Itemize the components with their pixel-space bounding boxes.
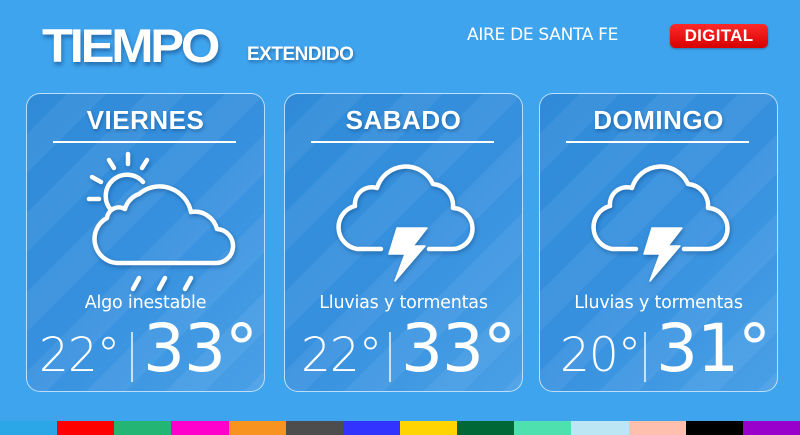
color-stripe-segment [342,421,400,435]
color-stripe-segment [685,421,743,435]
temp-max: 31° [656,310,771,387]
color-stripe-segment [114,421,172,435]
color-stripe-segment [399,421,458,435]
divider [566,141,749,143]
temp-separator [644,332,646,382]
color-stripe-segment [0,421,58,435]
divider [53,141,236,143]
color-stripe-segment [171,421,229,435]
color-stripe-segment [457,421,515,435]
color-stripe-segment [285,421,343,435]
condition-text: Algo inestable [84,293,207,313]
temp-max: 33° [401,310,516,387]
page-subtitle: EXTENDIDO [247,44,354,65]
thunderstorm-icon [580,146,740,282]
brand-badge: DIGITAL [670,24,768,48]
divider [311,141,494,143]
day-label: VIERNES [86,105,205,135]
color-stripe-bar [0,421,800,435]
condition-text: Lluvias y tormentas [319,293,488,313]
day-label: DOMINGO [593,105,724,135]
temp-min: 20° [560,328,641,383]
partly-cloudy-rain-icon [67,146,236,292]
temp-min: 22° [301,328,382,383]
color-stripe-segment [628,421,686,435]
forecast-card-domingo: DOMINGO Lluvias y tormentas 20° 31° [539,93,778,392]
temp-separator [389,332,391,382]
forecast-card-sabado: SABADO Lluvias y tormentas 22° 33° [284,93,523,392]
color-stripe-segment [228,421,286,435]
brand-name: AIRE DE SANTA FE [467,25,619,45]
color-stripe-segment [742,421,800,435]
forecast-card-viernes: VIERNES Algo inestable 22° 33° [26,93,265,392]
condition-text: Lluvias y tormentas [574,293,743,313]
temp-separator [131,332,133,382]
color-stripe-segment [571,421,629,435]
color-stripe-segment [57,421,115,435]
page-title: TIEMPO [42,19,220,72]
day-label: SABADO [345,105,462,135]
thunderstorm-icon [325,146,485,282]
temp-max: 33° [143,310,258,387]
temp-min: 22° [39,328,120,383]
color-stripe-segment [514,421,572,435]
